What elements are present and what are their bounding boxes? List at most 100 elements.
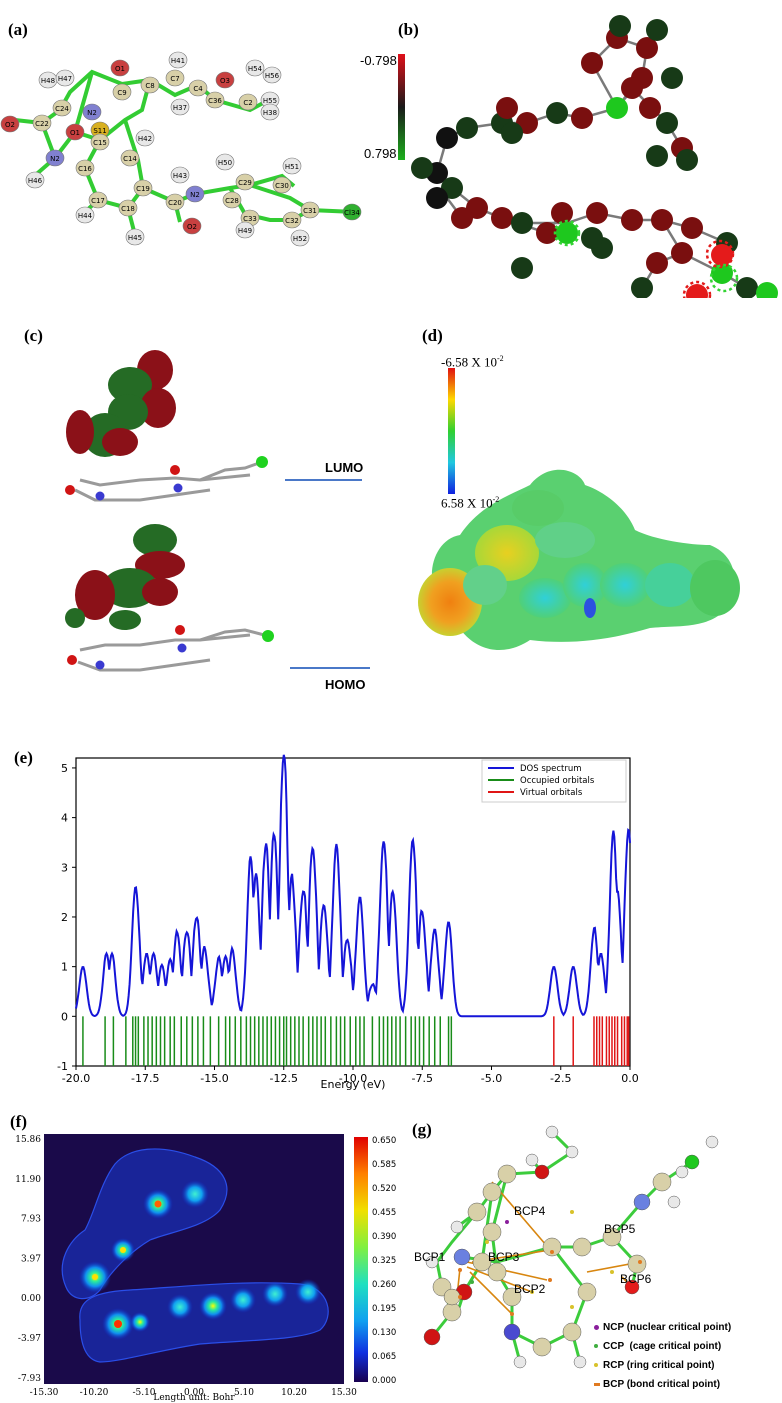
bcp4-label: BCP4 [514,1204,546,1218]
charged-atom [551,202,573,224]
colorbar-tick: 0.650 [372,1136,396,1146]
charged-atom [456,117,478,139]
atom-sphere [624,1279,640,1295]
atom-sphere [290,229,310,247]
colorbar-tick: 0.195 [372,1304,396,1314]
atom-label: H46 [28,177,43,185]
atom-label: C36 [208,97,222,105]
atom-label: C9 [117,89,126,97]
atom-sphere [534,1164,550,1180]
atom-sphere [222,191,242,209]
atom-label: C32 [285,217,299,225]
atom-sphere [633,1193,651,1211]
atom-sphere [472,1252,492,1272]
charge-scale-bottom-label: 0.798 [364,146,397,161]
atom-label: O3 [220,77,230,85]
panel-label-b: (b) [398,20,419,39]
atom-sphere [235,221,255,239]
panel-b-charge-molecule [398,15,778,298]
atom-sphere [25,171,45,189]
atom-sphere [188,79,208,97]
density-x-tick: 15.30 [331,1388,357,1398]
density-colorbar [354,1137,368,1382]
atom-sphere [215,153,235,171]
charged-atom [501,122,523,144]
atom-sphere [55,69,75,87]
density-y-tick: -7.93 [18,1374,41,1384]
atom-label: H50 [218,159,232,167]
atom-label: C18 [121,205,135,213]
charged-atom [511,257,533,279]
panel-label-a: (a) [8,20,28,39]
dos-x-tick: -17.5 [131,1072,159,1085]
atom-sphere [182,217,202,235]
atom-sphere [260,103,280,121]
density-x-tick: 10.20 [281,1388,307,1398]
atom-label: C15 [93,139,107,147]
atom-label: C24 [55,105,69,113]
atom-sphere [135,129,155,147]
atom-sphere [0,115,20,133]
atom-sphere [453,1248,471,1266]
atom-label: Cl34 [344,209,360,217]
atom-label: S11 [93,127,106,135]
atom-sphere [238,93,258,111]
atom-label: H41 [171,57,185,65]
charged-atom [686,284,708,298]
atom-sphere [52,99,72,117]
charged-atom [571,107,593,129]
colorbar-tick: 0.390 [372,1232,396,1242]
atom-sphere [482,1222,502,1242]
charged-atom [621,209,643,231]
charged-atom [646,19,668,41]
atom-label: C16 [78,165,92,173]
panel-label-g: (g) [412,1120,432,1139]
atom-sphere [577,1282,597,1302]
atom-label: C19 [136,185,150,193]
panel-label-e: (e) [14,748,33,767]
mep-scale-bar [448,368,455,494]
atom-sphere [684,1154,700,1170]
legend-dos: DOS spectrum [520,764,582,774]
colorbar-tick: 0.455 [372,1208,396,1218]
charged-atom [436,127,458,149]
atom-sphere [165,69,185,87]
atom-sphere [282,157,302,175]
charged-atom [426,187,448,209]
density-x-tick: 0.00 [184,1388,204,1398]
atom-sphere [443,1288,461,1306]
atom-label: H54 [248,65,263,73]
charged-atom [711,262,733,284]
dos-legend: DOS spectrum Occupied orbitals Virtual o… [481,759,627,803]
density-y-tick: -3.97 [18,1334,41,1344]
dos-y-tick: 5 [61,762,68,775]
panel-g-qtaim [423,1125,719,1369]
atom-sphere [502,1287,522,1307]
dos-x-tick: -12.5 [270,1072,298,1085]
atom-label: C30 [275,182,289,190]
density-x-tick: -10.20 [80,1388,109,1398]
dos-plot-frame [75,757,631,1067]
lumo-isosurface [66,350,176,457]
atom-label: H51 [285,163,299,171]
dos-y-tick: 0 [61,1010,68,1023]
dos-y-tick: 2 [61,911,68,924]
atom-label: N2 [190,191,200,199]
atom-label: C4 [193,85,203,93]
density-x-tick: 5.10 [234,1388,254,1398]
dos-x-tick: -7.5 [412,1072,433,1085]
legend-ccp: CCP (cage critical point) [594,1337,731,1356]
atom-sphere [572,1237,592,1257]
atom-label: H56 [265,72,280,80]
atom-sphere [245,59,265,77]
bcp1-label: BCP1 [414,1250,446,1264]
density-x-tick: -15.30 [30,1388,59,1398]
atom-sphere [602,1227,622,1247]
charged-atom [636,37,658,59]
atom-sphere [705,1135,719,1149]
charged-atom [411,157,433,179]
charged-atom [656,112,678,134]
legend-virtual: Virtual orbitals [520,788,583,798]
charged-atom [586,202,608,224]
